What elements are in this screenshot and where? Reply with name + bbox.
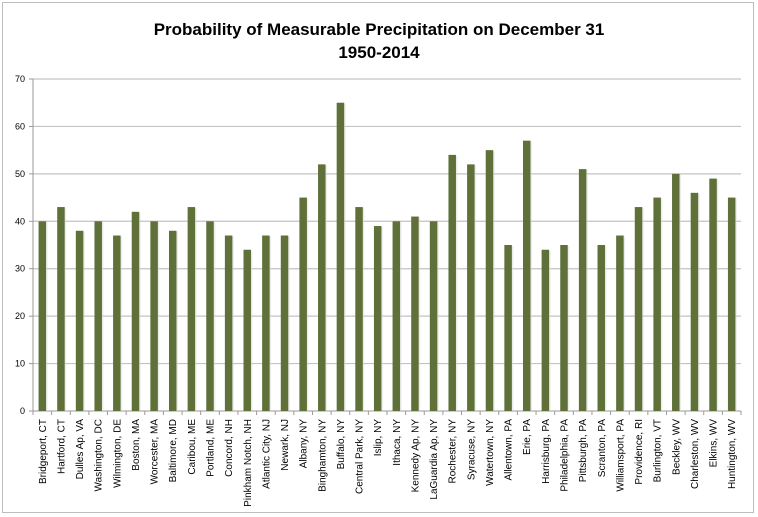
bar — [373, 226, 382, 411]
x-tick-label: Providence, RI — [634, 419, 645, 485]
bar — [560, 245, 568, 411]
x-tick-label: Charleston, WV — [690, 419, 701, 489]
chart-title: Probability of Measurable Precipitation … — [153, 20, 605, 39]
bar — [94, 221, 102, 411]
y-tick-label: 0 — [20, 406, 25, 416]
x-tick-label: Baltimore, MD — [168, 419, 179, 482]
chart-subtitle: 1950-2014 — [338, 43, 420, 62]
bar — [411, 216, 419, 411]
bar — [206, 221, 214, 411]
x-tick-label: Pittsburgh, PA — [578, 419, 589, 483]
bar — [709, 178, 717, 411]
bar — [727, 197, 736, 411]
bar — [597, 245, 606, 411]
x-tick-label: Worcester, MA — [150, 419, 161, 485]
bar — [280, 235, 289, 411]
bar — [467, 164, 475, 411]
bar — [541, 249, 550, 411]
bar — [150, 221, 158, 411]
x-tick-label: Boston, MA — [131, 419, 142, 471]
bar — [75, 230, 84, 411]
bar — [224, 235, 233, 411]
bar — [243, 249, 252, 411]
x-tick-label: Watertown, NY — [485, 419, 496, 486]
x-tick-label: Newark, NJ — [280, 419, 291, 471]
bar — [168, 230, 177, 411]
x-tick-label: Hartford, CT — [56, 419, 67, 474]
bar — [57, 207, 65, 411]
x-tick-label: LaGuardia Ap, NY — [429, 419, 440, 500]
x-tick-label: Kennedy Ap, NY — [410, 419, 421, 493]
bar — [318, 164, 326, 411]
x-tick-label: Burlington, VT — [653, 419, 664, 482]
y-tick-label: 60 — [15, 121, 25, 131]
x-tick-label: Central Park, NY — [355, 419, 366, 494]
x-tick-label: Scranton, PA — [597, 419, 608, 478]
x-tick-label: Pinkham Notch, NH — [243, 419, 254, 507]
x-tick-label: Concord, NH — [224, 419, 235, 477]
bar — [113, 235, 121, 411]
bar — [392, 221, 401, 411]
bar — [522, 140, 531, 411]
bar — [355, 207, 363, 411]
x-tick-label: Atlantic City, NJ — [261, 419, 272, 489]
x-tick-label: Huntington, WV — [727, 419, 738, 489]
x-tick-label: Philadelphia, PA — [560, 419, 571, 492]
x-tick-label: Bridgeport, CT — [38, 419, 49, 484]
bar — [429, 221, 438, 411]
x-tick-label: Caribou, ME — [187, 419, 198, 475]
bar — [672, 173, 680, 411]
y-tick-label: 30 — [15, 264, 25, 274]
x-tick-label: Elkins, WV — [709, 419, 720, 468]
x-tick-label: Beckley, WV — [671, 419, 682, 475]
x-tick-label: Syracuse, NY — [466, 419, 477, 480]
x-tick-label: Albany, NY — [299, 419, 310, 469]
bar — [299, 197, 307, 411]
x-tick-label: Williamsport, PA — [615, 419, 626, 492]
bar — [336, 102, 345, 411]
bar — [690, 192, 699, 411]
x-tick-label: Buffalo, NY — [336, 419, 347, 470]
x-tick-label: Harrisburg, PA — [541, 419, 552, 484]
bar — [504, 245, 512, 411]
bar — [616, 235, 624, 411]
bar — [448, 154, 456, 411]
chart-title-block: Probability of Measurable Precipitation … — [0, 18, 758, 64]
y-tick-label: 50 — [15, 169, 25, 179]
bar — [578, 169, 587, 411]
bar — [38, 221, 47, 411]
bar — [187, 207, 196, 411]
y-tick-label: 10 — [15, 359, 25, 369]
bar — [485, 150, 494, 411]
x-tick-label: Rochester, NY — [448, 419, 459, 484]
x-tick-label: Ithaca, NY — [392, 419, 403, 466]
bar — [131, 211, 140, 411]
bar — [634, 207, 643, 411]
y-tick-label: 40 — [15, 216, 25, 226]
x-tick-label: Binghamton, NY — [317, 419, 328, 492]
x-tick-label: Wilmington, DE — [112, 419, 123, 488]
x-tick-label: Dulles Ap, VA — [75, 419, 86, 480]
y-tick-label: 70 — [15, 74, 25, 84]
bar — [653, 197, 661, 411]
x-tick-label: Portland, ME — [206, 419, 217, 477]
x-tick-label: Washington, DC — [94, 419, 105, 491]
x-tick-label: Islip, NY — [373, 419, 384, 457]
bar — [262, 235, 270, 411]
x-tick-label: Erie, PA — [522, 419, 533, 455]
y-tick-label: 20 — [15, 311, 25, 321]
x-tick-label: Allentown, PA — [504, 419, 515, 481]
